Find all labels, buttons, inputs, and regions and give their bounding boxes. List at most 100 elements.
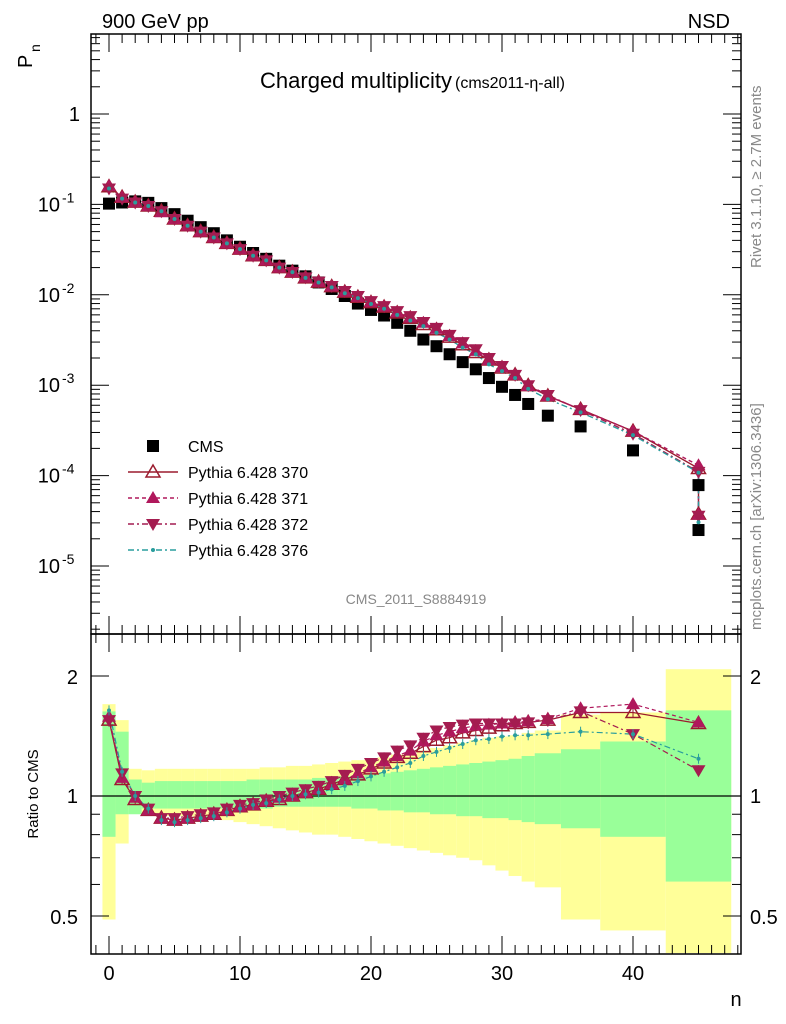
ratio-point-1 xyxy=(624,703,642,719)
model-point-4 xyxy=(133,200,138,205)
ratio-point-2 xyxy=(691,715,706,728)
top-panel: Charged multiplicity (cms2011-η-all) CMS… xyxy=(38,33,742,635)
top-ytick-exponent: -2 xyxy=(62,280,75,296)
ratio-point-3 xyxy=(311,780,326,793)
ratio-point-3 xyxy=(540,715,555,728)
ratio-point-4 xyxy=(107,708,111,713)
xtick-label-30: 30 xyxy=(491,963,513,985)
legend-370-marker xyxy=(144,463,162,478)
band-inner xyxy=(167,781,182,809)
model-point-4 xyxy=(513,376,518,381)
band-inner xyxy=(377,773,391,811)
ratio-point-4 xyxy=(434,749,439,754)
ratio-point-4 xyxy=(382,769,387,774)
legend-371-label: Pythia 6.428 371 xyxy=(188,491,308,508)
top-ytick-labels: 110-110-210-310-410-5 xyxy=(38,104,80,578)
band-inner xyxy=(508,758,522,821)
top-axis-ticks xyxy=(91,34,741,634)
ratio-point-3 xyxy=(364,757,378,770)
model-point-3 xyxy=(521,380,536,393)
band-inner xyxy=(220,781,234,809)
model-point-3 xyxy=(495,361,509,374)
model-point-3 xyxy=(540,389,555,402)
model-point-4 xyxy=(159,209,164,214)
cms-point xyxy=(692,524,705,537)
ratio-point-4 xyxy=(486,736,491,741)
xtick-label-0: 0 xyxy=(103,963,114,985)
cms-point xyxy=(692,479,705,492)
top-data-marks xyxy=(100,178,707,537)
model-point-4 xyxy=(172,216,177,221)
cms-point xyxy=(103,197,115,210)
top-ytick-exponent: -4 xyxy=(62,461,75,477)
model-point-4 xyxy=(355,296,360,301)
ratio-point-3 xyxy=(691,765,706,778)
band-inner xyxy=(403,770,417,813)
model-point-3 xyxy=(481,352,496,365)
top-ytick-label: 10 xyxy=(38,285,60,307)
xaxis-label: n xyxy=(730,989,741,1011)
ratio-point-4 xyxy=(631,732,635,737)
ratio-point-3 xyxy=(337,769,352,782)
ratio-ytick-left-2: 2 xyxy=(67,667,78,689)
rivet-version-text: Rivet 3.1.10, ≥ 2.7M events xyxy=(748,86,765,269)
top-ytick-exponent: -3 xyxy=(62,370,75,386)
band-inner xyxy=(521,755,535,823)
ratio-point-4 xyxy=(264,801,269,806)
chart-subtitle: (cms2011-η-all) xyxy=(455,75,565,92)
mcplots-reference-text: mcplots.cern.ch [arXiv:1306.3436] xyxy=(748,403,765,630)
top-ytick-label: 1 xyxy=(69,104,80,126)
ratio-point-4 xyxy=(473,738,478,743)
ratio-ytick-right-05: 0.5 xyxy=(750,907,778,929)
header-energy: 900 GeV pp xyxy=(102,11,209,33)
ratio-point-4 xyxy=(316,790,321,795)
ratio-point-3 xyxy=(102,715,116,728)
model-point-4 xyxy=(421,324,426,329)
model-point-4 xyxy=(473,352,478,357)
model-point-3 xyxy=(416,317,431,330)
ratio-point-4 xyxy=(172,820,177,825)
model-point-4 xyxy=(120,196,125,201)
model-point-4 xyxy=(545,397,550,402)
band-inner xyxy=(482,761,496,819)
model-point-3 xyxy=(442,329,457,342)
ratio-ytick-right-1: 1 xyxy=(750,786,761,808)
xtick-label-20: 20 xyxy=(360,963,382,985)
band-inner xyxy=(456,764,470,817)
ratio-point-4 xyxy=(238,806,242,811)
ratio-point-4 xyxy=(329,787,334,792)
ratio-point-3 xyxy=(495,718,509,731)
ratio-point-4 xyxy=(224,810,229,815)
ratio-point-3 xyxy=(508,718,523,731)
ratio-point-3 xyxy=(377,752,392,765)
ratio-point-3 xyxy=(481,718,496,731)
legend-370-label: Pythia 6.428 370 xyxy=(188,465,308,482)
model-point-4 xyxy=(460,345,465,350)
ratio-point-4 xyxy=(303,792,308,797)
top-ylabel: P n xyxy=(15,44,43,68)
ratio-point-4 xyxy=(513,733,518,738)
ratio-point-4 xyxy=(545,732,550,737)
band-inner xyxy=(351,776,365,809)
legend-cms-label: CMS xyxy=(188,439,224,456)
ratio-point-4 xyxy=(198,816,203,821)
model-point-4 xyxy=(277,265,282,270)
band-inner xyxy=(495,760,509,819)
cms-point xyxy=(496,380,508,393)
band-inner xyxy=(600,741,666,837)
band-inner xyxy=(534,753,561,825)
ratio-point-4 xyxy=(342,783,347,788)
ratio-point-3 xyxy=(390,745,405,758)
model-point-4 xyxy=(329,285,334,290)
ratio-point-3 xyxy=(429,725,444,738)
ratio-point-3 xyxy=(403,740,418,753)
model-point-4 xyxy=(251,253,256,258)
ratio-point-3 xyxy=(521,717,536,730)
ratio-ylabel: Ratio to CMS xyxy=(25,749,42,838)
ratio-point-3 xyxy=(573,706,588,719)
band-inner xyxy=(207,781,221,809)
model-point-3 xyxy=(455,337,470,350)
ratio-point-3 xyxy=(350,763,365,776)
cms-point xyxy=(417,333,430,346)
